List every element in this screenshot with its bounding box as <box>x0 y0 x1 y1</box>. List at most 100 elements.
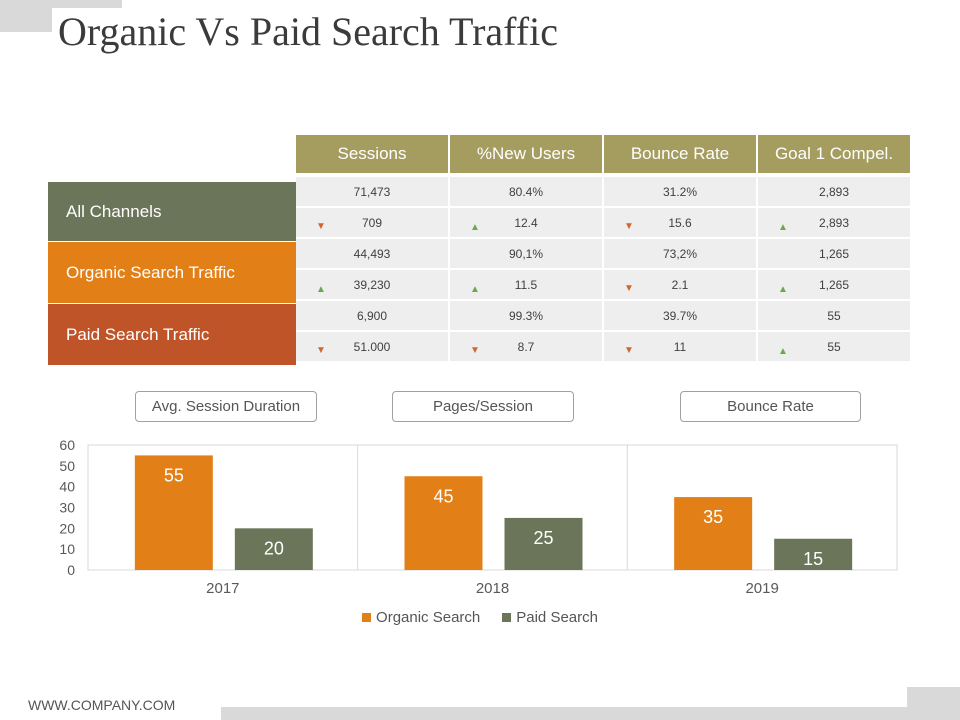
y-tick-label: 60 <box>59 437 75 453</box>
channel-label-all-channels: All Channels <box>48 182 296 241</box>
bar-organic-2017 <box>134 455 213 570</box>
table-cell-value: 39.7% <box>662 308 698 323</box>
bottom-bar-decoration <box>221 707 907 720</box>
table-cell: ▲ 1,265 <box>758 270 910 299</box>
y-tick-label: 20 <box>59 520 75 536</box>
table-cell: ▲ 12.4 <box>450 208 602 237</box>
table-cell-value: 15.6 <box>668 215 692 230</box>
table-cell-value: 71,473 <box>353 184 391 199</box>
table-cell: 90,1% <box>450 239 602 268</box>
table-cell: 31.2% <box>604 177 756 206</box>
data-label: 20 <box>264 538 284 558</box>
bar-paid-2017 <box>234 528 313 570</box>
table-cell: 2,893 <box>758 177 910 206</box>
table-cell-value: 1,265 <box>818 246 850 261</box>
table-cell: 44,493 <box>296 239 448 268</box>
table-cell-value: 1,265 <box>818 277 850 292</box>
metric-pill-pages-session[interactable]: Pages/Session <box>392 391 574 422</box>
x-tick-label: 2017 <box>206 580 239 597</box>
table-cell: 73,2% <box>604 239 756 268</box>
table-header-new-users: %New Users <box>450 135 602 173</box>
channel-label-paid-search-traffic: Paid Search Traffic <box>48 304 296 365</box>
bar-organic-2018 <box>404 476 483 570</box>
corner-decoration-bottom-right <box>907 687 960 720</box>
table-cell: 39.7% <box>604 301 756 330</box>
channel-label-organic-search-traffic: Organic Search Traffic <box>48 242 296 303</box>
bar-paid-2018 <box>504 517 583 570</box>
arrow-up-icon: ▲ <box>316 284 326 295</box>
table-cell-value: 99.3% <box>508 308 544 323</box>
y-tick-label: 10 <box>59 541 75 557</box>
corner-decoration-top-left <box>0 0 52 32</box>
data-label: 25 <box>533 528 553 548</box>
legend-swatch-paid <box>502 613 512 622</box>
table-cell: ▲ 55 <box>758 332 910 361</box>
table-header-bounce-rate: Bounce Rate <box>604 135 756 173</box>
legend-item-organic: Organic Search <box>362 609 480 626</box>
table-cell-value: 8.7 <box>517 339 535 354</box>
y-tick-label: 50 <box>59 458 75 474</box>
data-label: 55 <box>164 465 184 485</box>
table-cell-value: 90,1% <box>508 246 544 261</box>
table-cell: ▼ 2.1 <box>604 270 756 299</box>
arrow-up-icon: ▲ <box>778 222 788 233</box>
table-cell-value: 2,893 <box>818 215 850 230</box>
y-tick-label: 30 <box>59 500 75 516</box>
table-cell: ▲ 11.5 <box>450 270 602 299</box>
x-tick-label: 2018 <box>476 580 509 597</box>
table-cell: 71,473 <box>296 177 448 206</box>
y-tick-label: 0 <box>67 562 75 578</box>
arrow-up-icon: ▲ <box>778 346 788 357</box>
table-cell-value: 6,900 <box>356 308 388 323</box>
top-bar-decoration <box>52 0 122 8</box>
table-cell-value: 55 <box>827 308 841 323</box>
table-cell-value: 39,230 <box>353 277 391 292</box>
legend-swatch-organic <box>362 613 372 622</box>
table-cell: ▲ 39,230 <box>296 270 448 299</box>
arrow-down-icon: ▼ <box>624 221 634 232</box>
table-cell-value: 2.1 <box>671 277 689 292</box>
y-tick-label: 40 <box>59 479 75 495</box>
table-cell: 99.3% <box>450 301 602 330</box>
table-cell: ▼ 11 <box>604 332 756 361</box>
table-cell: 1,265 <box>758 239 910 268</box>
table-cell-value: 44,493 <box>353 246 391 261</box>
arrow-down-icon: ▼ <box>624 345 634 356</box>
table-cell: ▲ 2,893 <box>758 208 910 237</box>
table-cell-value: 80.4% <box>508 184 544 199</box>
table-cell: ▼ 15.6 <box>604 208 756 237</box>
page-title: Organic Vs Paid Search Traffic <box>58 9 558 54</box>
arrow-down-icon: ▼ <box>316 345 326 356</box>
data-label: 35 <box>703 507 723 527</box>
table-cell-value: 709 <box>361 215 383 230</box>
bar-organic-2019 <box>674 497 753 570</box>
table-cell-value: 11.5 <box>514 277 538 292</box>
data-label: 45 <box>433 486 453 506</box>
metric-pill-avg-session-duration[interactable]: Avg. Session Duration <box>135 391 317 422</box>
data-label: 15 <box>803 549 823 569</box>
table-cell-value: 73,2% <box>662 246 698 261</box>
metric-pill-bounce-rate[interactable]: Bounce Rate <box>680 391 861 422</box>
table-cell: ▼ 709 <box>296 208 448 237</box>
table-cell-value: 12.4 <box>514 215 538 230</box>
arrow-up-icon: ▲ <box>470 222 480 233</box>
arrow-down-icon: ▼ <box>624 283 634 294</box>
plot-area-border <box>87 444 898 571</box>
table-cell: ▼ 8.7 <box>450 332 602 361</box>
arrow-up-icon: ▲ <box>778 284 788 295</box>
table-cell: ▼ 51.000 <box>296 332 448 361</box>
table-cell-value: 55 <box>827 339 841 354</box>
legend-item-paid: Paid Search <box>502 609 598 626</box>
legend-label-organic: Organic Search <box>376 609 481 626</box>
arrow-down-icon: ▼ <box>316 221 326 232</box>
arrow-down-icon: ▼ <box>470 345 480 356</box>
table-cell-value: 2,893 <box>818 184 850 199</box>
table-header-sessions: Sessions <box>296 135 448 173</box>
arrow-up-icon: ▲ <box>470 284 480 295</box>
x-tick-label: 2019 <box>745 580 778 597</box>
table-cell-value: 31.2% <box>662 184 698 199</box>
table-cell-value: 11 <box>673 339 687 354</box>
table-header-goal-1-compel: Goal 1 Compel. <box>758 135 910 173</box>
table-cell: 55 <box>758 301 910 330</box>
footer-website: WWW.COMPANY.COM <box>28 697 176 713</box>
